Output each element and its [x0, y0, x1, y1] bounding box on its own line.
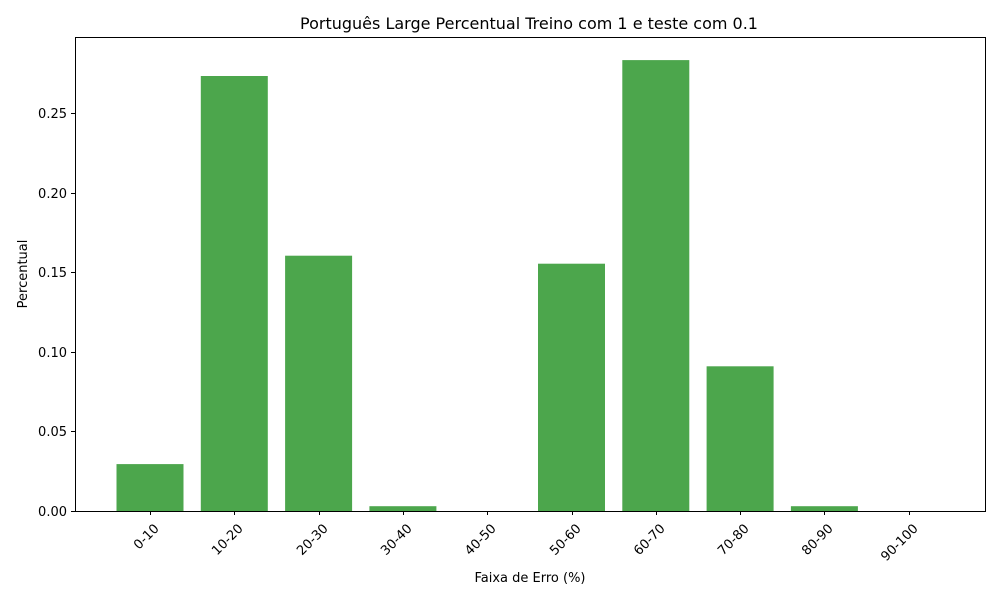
x-tick-label: 60-70: [631, 521, 668, 558]
bar-0-10: [116, 464, 184, 511]
plot-frame: [75, 37, 986, 512]
x-tick-label: 40-50: [462, 521, 499, 558]
x-tick-label: 30-40: [378, 521, 415, 558]
x-tick-label: 90-100: [878, 521, 921, 564]
x-tick-label: 50-60: [547, 521, 584, 558]
bar-80-90: [790, 506, 858, 511]
y-tick-label: 0.15: [38, 266, 67, 281]
chart-title: Português Large Percentual Treino com 1 …: [300, 14, 758, 33]
y-tick-label: 0.05: [38, 425, 67, 440]
x-axis: 0-10 10-20 20-30 30-40 40-50 50-60 60-70 70-80 8…: [131, 511, 922, 565]
y-tick-label: 0.20: [38, 187, 67, 202]
bar-30-40: [369, 506, 437, 511]
bar-20-30: [285, 255, 353, 511]
x-tick-label: 70-80: [715, 521, 752, 558]
bar-60-70: [622, 60, 690, 511]
y-axis: 0.00 0.05 0.10 0.15 0.20 0.25: [38, 107, 75, 520]
bar-50-60: [538, 263, 605, 511]
x-tick-label: 0-10: [131, 521, 162, 552]
x-tick-label: 10-20: [209, 521, 246, 558]
x-tick-label: 20-30: [294, 521, 331, 558]
bar-70-80: [706, 366, 774, 511]
y-tick-label: 0.00: [38, 505, 67, 520]
x-axis-label: Faixa de Erro (%): [474, 571, 585, 586]
bar-10-20: [200, 76, 268, 511]
y-tick-label: 0.10: [38, 346, 67, 361]
bars-group: [116, 60, 858, 511]
x-tick-label: 80-90: [799, 521, 836, 558]
y-axis-label: Percentual: [16, 240, 31, 309]
y-tick-label: 0.25: [38, 107, 67, 122]
